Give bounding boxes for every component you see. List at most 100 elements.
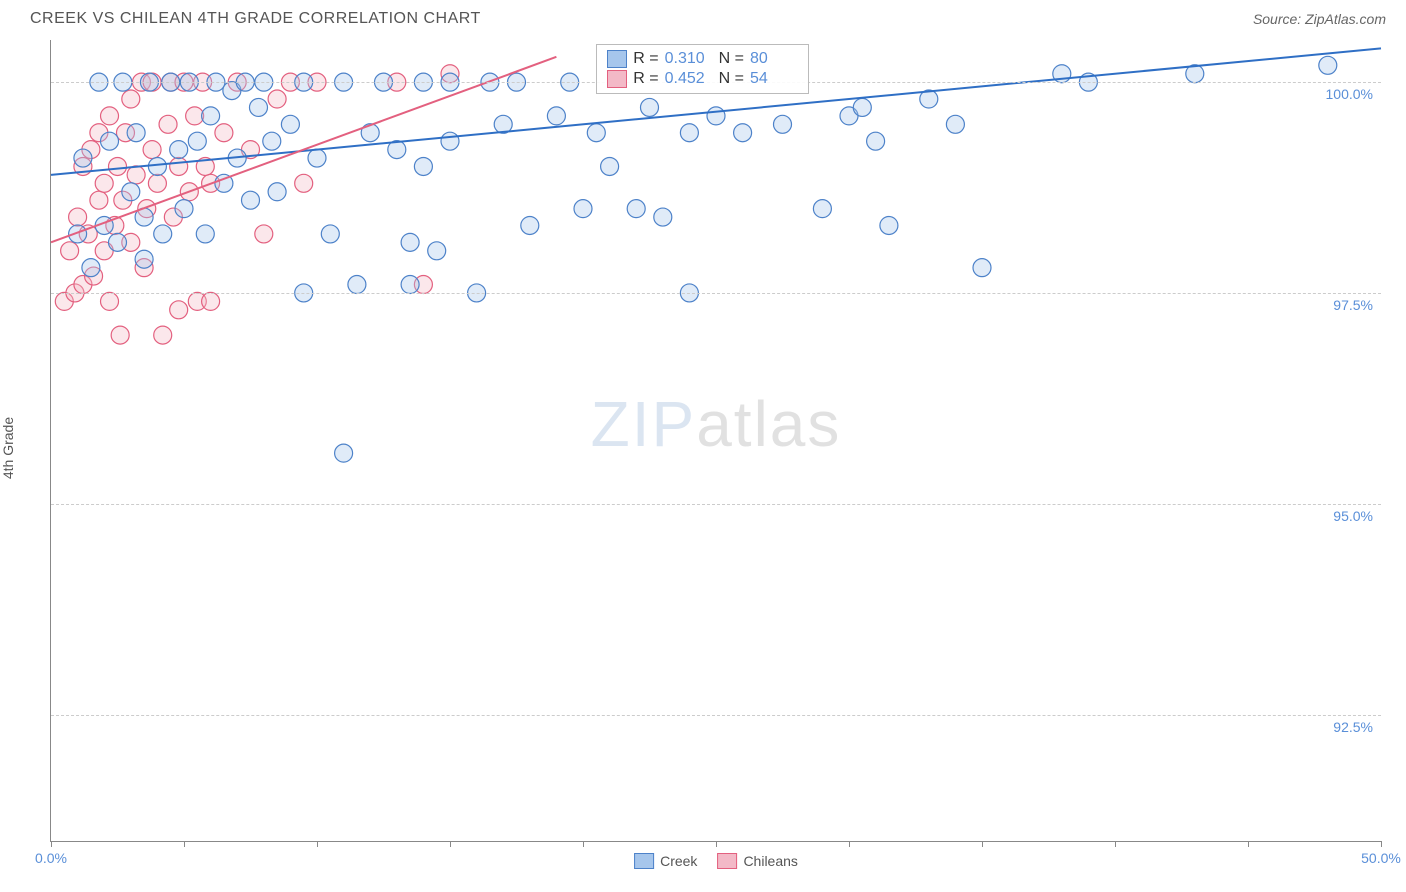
- data-point: [74, 149, 92, 167]
- y-axis-label: 4th Grade: [0, 417, 16, 479]
- data-point: [880, 216, 898, 234]
- x-tick-mark: [849, 841, 850, 847]
- data-point: [268, 90, 286, 108]
- data-point: [654, 208, 672, 226]
- data-point: [295, 174, 313, 192]
- data-point: [268, 183, 286, 201]
- scatter-svg: [51, 40, 1381, 841]
- data-point: [321, 225, 339, 243]
- data-point: [215, 124, 233, 142]
- gridline: [51, 504, 1381, 505]
- data-point: [813, 200, 831, 218]
- data-point: [61, 242, 79, 260]
- data-point: [308, 149, 326, 167]
- series-swatch: [607, 50, 627, 68]
- stat-r-value: 0.452: [665, 70, 713, 88]
- x-tick-mark: [982, 841, 983, 847]
- y-tick-label: 100.0%: [1326, 86, 1373, 102]
- legend-item: Creek: [634, 853, 697, 869]
- legend: Creek Chileans: [634, 853, 798, 869]
- data-point: [135, 250, 153, 268]
- data-point: [90, 191, 108, 209]
- data-point: [143, 141, 161, 159]
- data-point: [521, 216, 539, 234]
- data-point: [946, 115, 964, 133]
- x-tick-mark: [184, 841, 185, 847]
- x-tick-mark: [1248, 841, 1249, 847]
- data-point: [202, 107, 220, 125]
- data-point: [853, 98, 871, 116]
- data-point: [601, 157, 619, 175]
- x-tick-mark: [583, 841, 584, 847]
- data-point: [641, 98, 659, 116]
- data-point: [587, 124, 605, 142]
- data-point: [680, 124, 698, 142]
- legend-swatch: [634, 853, 654, 869]
- x-tick-mark: [317, 841, 318, 847]
- data-point: [159, 115, 177, 133]
- data-point: [361, 124, 379, 142]
- data-point: [95, 174, 113, 192]
- data-point: [186, 107, 204, 125]
- data-point: [281, 115, 299, 133]
- data-point: [335, 444, 353, 462]
- gridline: [51, 715, 1381, 716]
- stat-n-value: 54: [750, 70, 798, 88]
- data-point: [441, 132, 459, 150]
- y-tick-label: 95.0%: [1333, 508, 1373, 524]
- data-point: [175, 200, 193, 218]
- series-swatch: [607, 70, 627, 88]
- data-point: [1319, 56, 1337, 74]
- data-point: [428, 242, 446, 260]
- x-tick-mark: [1115, 841, 1116, 847]
- data-point: [127, 166, 145, 184]
- legend-swatch: [717, 853, 737, 869]
- stats-row: R = 0.310 N = 80: [607, 49, 798, 69]
- data-point: [707, 107, 725, 125]
- stat-r-value: 0.310: [665, 50, 713, 68]
- data-point: [249, 98, 267, 116]
- data-point: [574, 200, 592, 218]
- data-point: [109, 157, 127, 175]
- data-point: [101, 132, 119, 150]
- data-point: [401, 276, 419, 294]
- legend-item: Chileans: [717, 853, 797, 869]
- stat-key: R =: [633, 50, 658, 68]
- data-point: [127, 124, 145, 142]
- y-tick-label: 92.5%: [1333, 719, 1373, 735]
- x-tick-mark: [51, 841, 52, 847]
- data-point: [170, 157, 188, 175]
- legend-label: Chileans: [743, 853, 797, 869]
- data-point: [82, 259, 100, 277]
- data-point: [263, 132, 281, 150]
- y-tick-label: 97.5%: [1333, 297, 1373, 313]
- data-point: [242, 191, 260, 209]
- data-point: [196, 225, 214, 243]
- data-point: [109, 233, 127, 251]
- data-point: [973, 259, 991, 277]
- data-point: [627, 200, 645, 218]
- data-point: [170, 141, 188, 159]
- data-point: [202, 292, 220, 310]
- x-tick-label: 50.0%: [1361, 850, 1401, 866]
- chart-title: CREEK VS CHILEAN 4TH GRADE CORRELATION C…: [30, 10, 481, 28]
- stat-key: N =: [719, 70, 744, 88]
- data-point: [170, 301, 188, 319]
- correlation-stats-box: R = 0.310 N = 80 R = 0.452 N = 54: [596, 44, 809, 94]
- data-point: [734, 124, 752, 142]
- data-point: [547, 107, 565, 125]
- data-point: [255, 225, 273, 243]
- stat-key: R =: [633, 70, 658, 88]
- source-label: Source: ZipAtlas.com: [1253, 11, 1386, 27]
- stat-n-value: 80: [750, 50, 798, 68]
- data-point: [348, 276, 366, 294]
- data-point: [867, 132, 885, 150]
- data-point: [148, 157, 166, 175]
- data-point: [401, 233, 419, 251]
- data-point: [414, 157, 432, 175]
- x-tick-mark: [450, 841, 451, 847]
- data-point: [154, 225, 172, 243]
- gridline: [51, 293, 1381, 294]
- data-point: [154, 326, 172, 344]
- x-tick-mark: [716, 841, 717, 847]
